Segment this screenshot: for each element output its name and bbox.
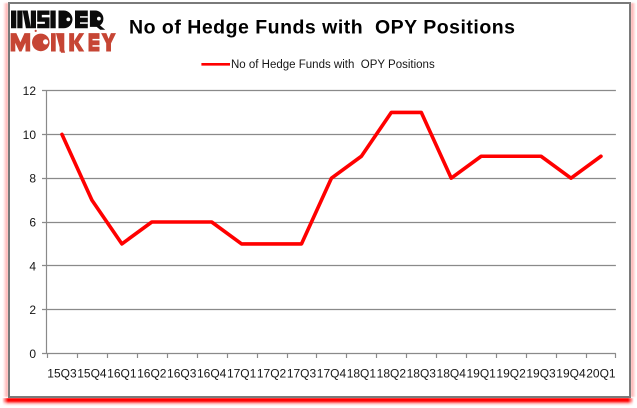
svg-text:16Q2: 16Q2 xyxy=(137,367,167,381)
svg-text:10: 10 xyxy=(23,128,37,142)
svg-text:2: 2 xyxy=(29,303,36,317)
svg-text:12: 12 xyxy=(23,84,37,98)
svg-text:4: 4 xyxy=(29,259,36,273)
svg-text:17Q1: 17Q1 xyxy=(227,367,257,381)
svg-text:18Q4: 18Q4 xyxy=(437,367,467,381)
svg-text:18Q2: 18Q2 xyxy=(377,367,407,381)
svg-text:15Q3: 15Q3 xyxy=(47,367,77,381)
svg-text:18Q1: 18Q1 xyxy=(347,367,377,381)
svg-text:8: 8 xyxy=(29,172,36,186)
svg-text:16Q4: 16Q4 xyxy=(197,367,227,381)
svg-text:6: 6 xyxy=(29,216,36,230)
svg-text:20Q1: 20Q1 xyxy=(586,367,616,381)
svg-text:15Q4: 15Q4 xyxy=(77,367,107,381)
svg-text:16Q1: 16Q1 xyxy=(107,367,137,381)
svg-text:17Q2: 17Q2 xyxy=(257,367,287,381)
svg-text:18Q3: 18Q3 xyxy=(407,367,437,381)
svg-text:19Q1: 19Q1 xyxy=(466,367,496,381)
svg-text:19Q4: 19Q4 xyxy=(556,367,586,381)
svg-text:19Q3: 19Q3 xyxy=(526,367,556,381)
svg-text:16Q3: 16Q3 xyxy=(167,367,197,381)
svg-text:No of Hedge Funds with OPY Po: No of Hedge Funds with OPY Positions xyxy=(129,17,516,39)
svg-text:No of Hedge Funds with OPY Po: No of Hedge Funds with OPY Positions xyxy=(231,59,435,71)
svg-text:0: 0 xyxy=(29,347,36,361)
svg-text:17Q4: 17Q4 xyxy=(317,367,347,381)
svg-text:19Q2: 19Q2 xyxy=(496,367,526,381)
svg-text:17Q3: 17Q3 xyxy=(287,367,317,381)
